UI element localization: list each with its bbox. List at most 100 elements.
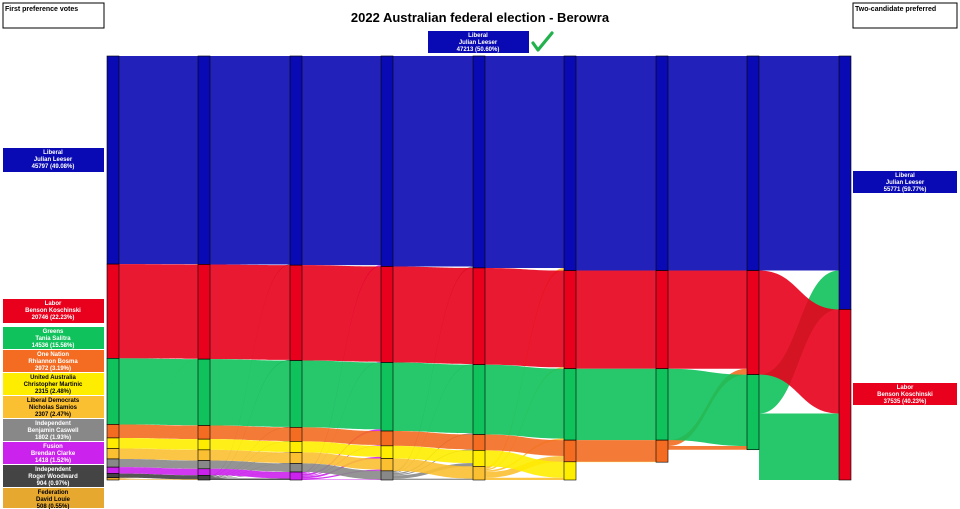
candidate-name: Nicholas Samios xyxy=(29,405,78,411)
candidate-name: Benson Koschinski xyxy=(25,308,81,314)
bar-segment xyxy=(197,55,211,265)
candidate-party: Liberal Democrats xyxy=(27,398,80,404)
bar-segment xyxy=(380,445,394,459)
bar-segment xyxy=(106,477,120,481)
bar-segment xyxy=(106,358,120,425)
checkmark-icon xyxy=(531,31,554,52)
candidate-votes: 2307 (2.47%) xyxy=(35,412,71,418)
flow-band-carry xyxy=(302,56,381,266)
flow-band-carry xyxy=(668,56,747,271)
flow-band-carry xyxy=(210,425,290,442)
candidate-name: Brendan Clarke xyxy=(31,451,76,457)
candidate-label-bg xyxy=(3,350,104,372)
bar-segment xyxy=(655,368,669,441)
bar-segment xyxy=(197,449,211,461)
flow-band-carry xyxy=(119,424,198,439)
candidate-votes: 2315 (2.48%) xyxy=(35,389,71,395)
candidate-label-bg xyxy=(3,442,104,464)
bar-segment xyxy=(655,55,669,271)
bar-segment xyxy=(106,466,120,474)
candidate-party: Greens xyxy=(43,329,64,335)
flow-band-transfer xyxy=(119,479,198,480)
candidate-name: Christopher Martinic xyxy=(24,382,83,388)
flow-band-carry xyxy=(210,460,290,472)
candidate-party: Labor xyxy=(45,301,62,307)
flow-band-carry xyxy=(210,359,290,427)
candidate-party: Fusion xyxy=(43,444,63,450)
bar-segment xyxy=(472,434,486,451)
flow-band-carry xyxy=(759,270,839,414)
tcp-name: Benson Koschinski xyxy=(877,392,933,398)
tcp-header: Two-candidate preferred xyxy=(855,6,936,13)
flow-band-carry xyxy=(759,56,839,271)
tcp-header-box xyxy=(852,2,958,29)
flow-band-transfer xyxy=(759,413,839,481)
bar-segment xyxy=(289,55,303,266)
flow-band-carry xyxy=(393,266,473,364)
bar-segment xyxy=(380,362,394,432)
bar-segment xyxy=(563,461,577,481)
flow-band-carry xyxy=(668,270,747,369)
bar-segment xyxy=(838,309,852,481)
bar-segment xyxy=(197,474,211,481)
flow-band-carry xyxy=(485,450,564,478)
winner-name: Julian Leeser xyxy=(459,40,498,46)
bar-segment xyxy=(289,452,303,464)
candidate-votes: 20746 (22.23%) xyxy=(32,315,75,321)
flow-band-carry xyxy=(485,267,564,368)
bar-segment xyxy=(106,437,120,449)
flow-band-carry xyxy=(302,441,381,457)
flow-band-carry xyxy=(210,264,290,360)
bar-segment xyxy=(746,270,760,375)
candidate-party: Independent xyxy=(35,467,71,473)
bar-segment xyxy=(746,374,760,451)
candidate-party: Independent xyxy=(35,421,71,427)
bar-segment xyxy=(289,463,303,473)
flow-band-transfer xyxy=(485,438,564,472)
flow-band-carry xyxy=(576,440,656,462)
candidate-label-bg xyxy=(3,299,104,323)
candidate-party: Liberal xyxy=(43,150,63,156)
bar-segment xyxy=(197,264,211,360)
bar-segment xyxy=(197,468,211,476)
candidate-label-bg xyxy=(3,327,104,349)
bar-segment xyxy=(380,470,394,481)
flow-band-transfer xyxy=(210,478,290,480)
candidate-name: Benjamin Caswell xyxy=(27,428,78,434)
tcp-name: Julian Leeser xyxy=(886,180,925,186)
candidate-name: Julian Leeser xyxy=(34,157,73,163)
candidate-label-bg xyxy=(3,488,104,508)
flow-band-carry xyxy=(576,270,656,369)
candidate-label-bg xyxy=(3,373,104,395)
bar-segment xyxy=(838,55,852,310)
candidate-name: David Louie xyxy=(36,497,71,503)
winner-party: Liberal xyxy=(468,33,488,39)
flow-band-carry xyxy=(119,467,198,476)
bar-segment xyxy=(106,263,120,359)
flow-band-transfer xyxy=(393,478,473,480)
bar-segment xyxy=(746,55,760,271)
flow-band-carry xyxy=(485,434,564,456)
flow-band-carry xyxy=(119,56,198,265)
tcp-label-bg xyxy=(853,383,957,405)
flow-band-carry xyxy=(119,264,198,359)
flow-band-carry xyxy=(302,463,381,480)
bar-segment xyxy=(472,466,486,481)
bar-segment xyxy=(289,427,303,442)
bar-segment xyxy=(380,458,394,472)
bar-segment xyxy=(289,441,303,453)
candidate-votes: 508 (0.55%) xyxy=(37,504,70,509)
candidate-name: Roger Woodward xyxy=(28,474,78,480)
flow-band-carry xyxy=(119,358,198,426)
bar-segment xyxy=(289,471,303,481)
bar-segment xyxy=(563,55,577,271)
bar-segment xyxy=(197,425,211,440)
